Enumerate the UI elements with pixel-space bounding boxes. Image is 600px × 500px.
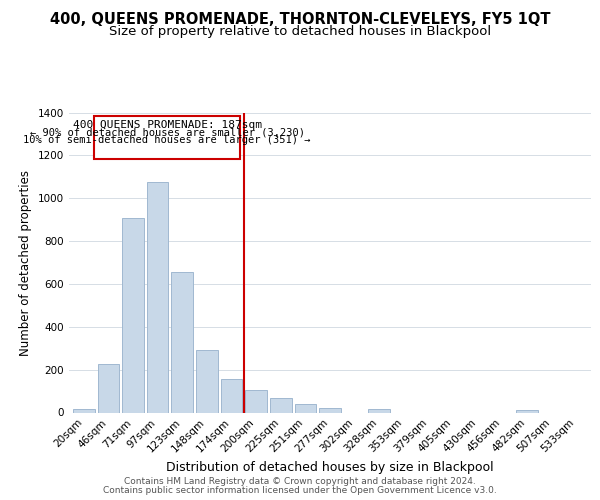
Bar xyxy=(270,398,292,412)
Bar xyxy=(221,378,242,412)
Text: 10% of semi-detached houses are larger (351) →: 10% of semi-detached houses are larger (… xyxy=(23,134,311,144)
Text: Contains public sector information licensed under the Open Government Licence v3: Contains public sector information licen… xyxy=(103,486,497,495)
Bar xyxy=(73,410,95,412)
Text: 400 QUEENS PROMENADE: 187sqm: 400 QUEENS PROMENADE: 187sqm xyxy=(73,120,262,130)
Bar xyxy=(98,364,119,412)
X-axis label: Distribution of detached houses by size in Blackpool: Distribution of detached houses by size … xyxy=(166,461,494,474)
Text: Contains HM Land Registry data © Crown copyright and database right 2024.: Contains HM Land Registry data © Crown c… xyxy=(124,477,476,486)
Text: ← 90% of detached houses are smaller (3,230): ← 90% of detached houses are smaller (3,… xyxy=(29,128,305,138)
Bar xyxy=(172,272,193,412)
Bar xyxy=(147,182,169,412)
Bar xyxy=(122,218,144,412)
Bar xyxy=(319,408,341,412)
Bar xyxy=(368,408,390,412)
Text: Size of property relative to detached houses in Blackpool: Size of property relative to detached ho… xyxy=(109,25,491,38)
Text: 400, QUEENS PROMENADE, THORNTON-CLEVELEYS, FY5 1QT: 400, QUEENS PROMENADE, THORNTON-CLEVELEY… xyxy=(50,12,550,28)
Bar xyxy=(516,410,538,412)
Bar xyxy=(245,390,267,412)
Bar xyxy=(94,116,240,158)
Y-axis label: Number of detached properties: Number of detached properties xyxy=(19,170,32,356)
Bar xyxy=(295,404,316,412)
Bar xyxy=(196,350,218,412)
